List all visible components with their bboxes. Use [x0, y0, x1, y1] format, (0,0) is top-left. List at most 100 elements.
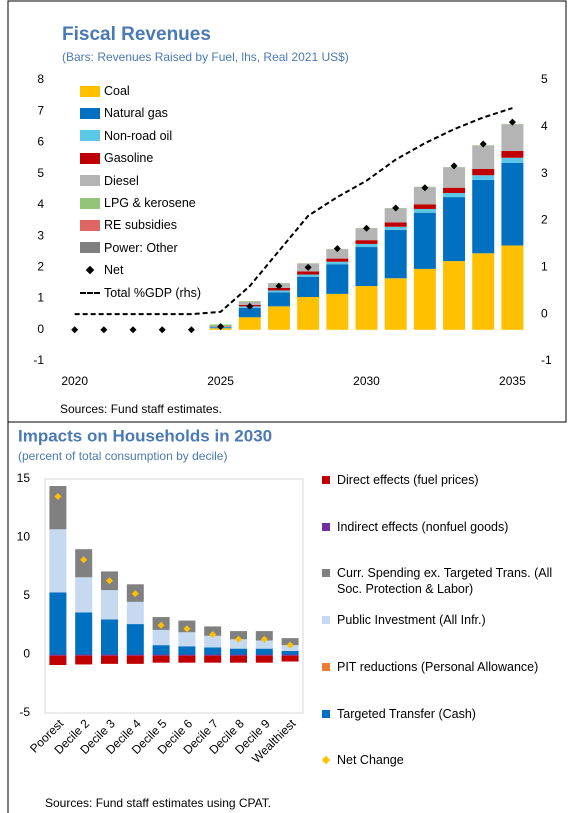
legend-swatch	[322, 663, 330, 671]
y-tick-label: -5	[19, 705, 30, 719]
x-tick-label: 2030	[353, 374, 380, 388]
net-marker	[479, 140, 487, 148]
legend-swatch	[322, 616, 330, 624]
y-tick-label: 7	[37, 103, 44, 117]
x-tick-label: 2025	[207, 374, 234, 388]
legend-swatch	[80, 291, 100, 294]
source-note: Sources: Fund staff estimates using CPAT…	[45, 796, 271, 810]
bar-segment	[255, 654, 273, 656]
net-marker	[286, 641, 294, 649]
y-tick-label: 5	[23, 588, 30, 602]
bar-segment	[297, 276, 320, 297]
bar-segment	[413, 204, 436, 209]
bar-segment	[204, 647, 222, 655]
legend-swatch	[80, 85, 100, 97]
bar-segment	[384, 226, 407, 230]
bar-segment	[204, 655, 222, 663]
bar-segment	[152, 654, 170, 656]
bar-segment	[443, 197, 466, 262]
bar-segment	[384, 278, 407, 330]
bar-segment	[472, 168, 495, 176]
bar-segment	[443, 167, 466, 188]
y-tick-label: 0	[23, 647, 30, 661]
bar-segment	[281, 654, 299, 656]
y-tick-label: 5	[37, 166, 44, 180]
bar-segment	[326, 264, 349, 294]
x-tick-label: 2020	[61, 374, 88, 388]
bar-segment	[101, 655, 118, 664]
y-tick-label: 1	[37, 291, 44, 305]
bar-segment	[281, 650, 299, 655]
chart-title: Impacts on Households in 2030	[18, 426, 272, 445]
legend-swatch	[322, 523, 330, 531]
legend-swatch	[322, 710, 330, 718]
net-marker	[260, 635, 268, 643]
bar-segment	[230, 655, 247, 663]
bar-segment	[101, 590, 118, 620]
legend-label: Non-road oil	[104, 128, 173, 143]
source-note: Sources: Fund staff estimates.	[60, 402, 222, 416]
bar-segment	[204, 626, 222, 636]
bar-segment	[413, 212, 436, 269]
bar-segment	[355, 240, 378, 244]
bar-segment	[355, 247, 378, 287]
bar-segment	[75, 655, 93, 665]
bar-segment	[49, 655, 67, 666]
bar-segment	[472, 175, 495, 180]
bar-segment	[238, 317, 261, 330]
bar-segment	[75, 577, 93, 613]
y-tick-label: 10	[17, 530, 31, 544]
bar-segment	[126, 601, 144, 625]
legend-label: PIT reductions (Personal Allowance)	[337, 660, 539, 674]
bar-segment	[126, 624, 144, 655]
bar-segment	[501, 124, 524, 151]
bar-segment	[443, 193, 466, 198]
bar-segment	[49, 654, 67, 656]
legend-label: Targeted Transfer (Cash)	[337, 707, 476, 721]
net-marker	[275, 282, 283, 290]
y-tick-label: 3	[37, 228, 44, 242]
bar-segment	[49, 529, 67, 593]
bar-segment	[384, 222, 407, 227]
net-marker	[100, 326, 108, 334]
bar-segment	[230, 654, 247, 656]
chart-subtitle: (Bars: Revenues Raised by Fuel, lhs, Rea…	[62, 50, 349, 64]
bar-segment	[204, 635, 222, 648]
net-marker	[106, 577, 113, 585]
bar-segment	[326, 261, 349, 265]
net-marker	[450, 162, 458, 170]
legend-label: Direct effects (fuel prices)	[337, 473, 479, 487]
bar-segment	[152, 645, 170, 655]
net-marker	[183, 625, 191, 633]
bar-segment	[413, 187, 436, 205]
bar-segment	[443, 261, 466, 330]
bar-segment	[101, 654, 118, 656]
bar-segment	[152, 629, 170, 646]
bar-segment	[413, 268, 436, 330]
legend-label: Net Change	[337, 753, 404, 767]
y2-tick-label: 0	[541, 306, 548, 320]
x-tick-label: 2035	[499, 374, 526, 388]
bar-segment	[178, 654, 196, 656]
y2-tick-label: -1	[541, 353, 552, 367]
bar-segment	[501, 245, 524, 330]
net-marker	[421, 184, 429, 192]
net-marker	[187, 326, 195, 334]
bar-segment	[75, 549, 93, 578]
chart-frame	[7, 0, 567, 423]
bar-segment	[267, 306, 290, 330]
y-tick-label: 15	[17, 471, 31, 485]
bar-segment	[326, 293, 349, 330]
bar-segment	[178, 655, 196, 663]
net-marker	[235, 635, 242, 643]
bar-segment	[281, 655, 299, 662]
bar-segment	[204, 654, 222, 656]
bar-segment	[126, 654, 144, 656]
net-marker	[333, 245, 341, 253]
net-marker	[209, 631, 217, 639]
legend-label: Power: Other	[104, 240, 178, 255]
bar-segment	[255, 631, 273, 641]
y-tick-label: 0	[37, 322, 44, 336]
